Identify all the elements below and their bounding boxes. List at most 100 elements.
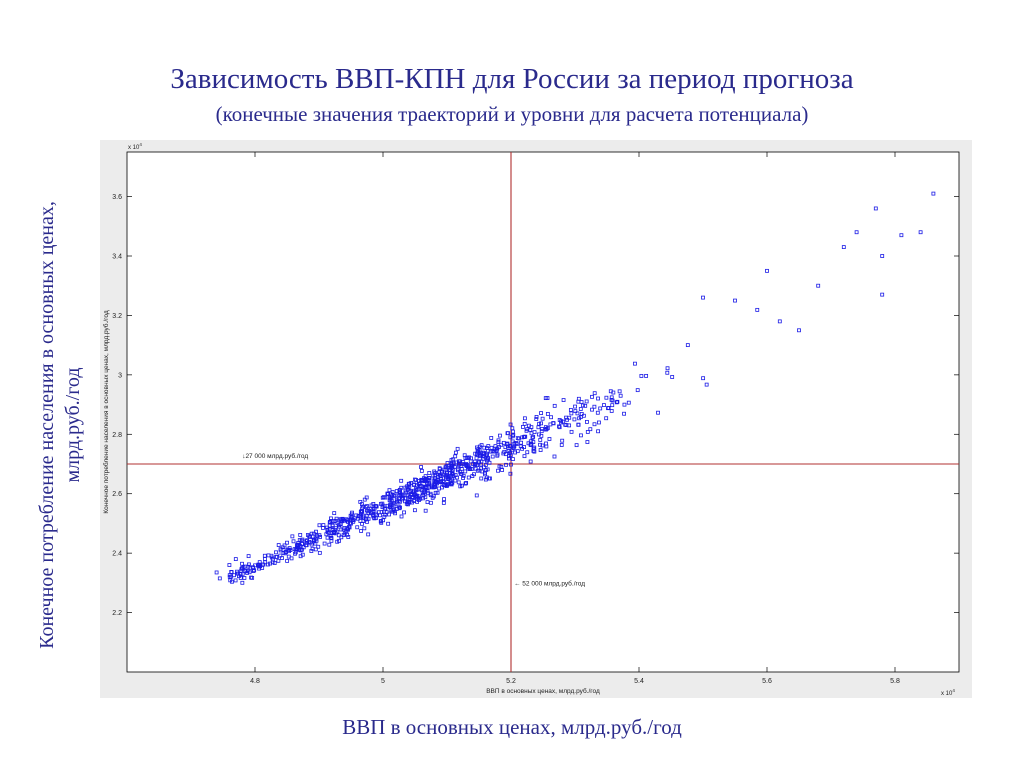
data-point [538, 448, 543, 452]
data-point [387, 488, 392, 493]
data-point [539, 421, 543, 426]
data-point [344, 529, 349, 534]
data-point [313, 547, 318, 552]
data-point [291, 539, 296, 544]
data-point [426, 491, 430, 496]
data-point [401, 495, 405, 500]
slide-y-axis-label-line2: млрд.руб./год [62, 367, 84, 483]
data-point [444, 484, 449, 488]
data-point [378, 513, 382, 518]
data-point [361, 515, 365, 520]
data-point [332, 529, 336, 534]
data-point [419, 465, 423, 469]
data-point [499, 442, 504, 447]
data-point [543, 396, 548, 401]
data-point [765, 268, 769, 273]
data-point [474, 493, 479, 498]
data-point [483, 453, 488, 458]
data-point [544, 444, 549, 449]
data-point [477, 459, 481, 464]
data-point [552, 403, 557, 408]
data-point [573, 404, 577, 409]
data-point [478, 454, 483, 459]
data-point [540, 427, 544, 431]
data-point [701, 295, 705, 300]
slide-title: Зависимость ВВП-КПН для России за период… [170, 63, 854, 95]
x-tick-label: 5.8 [890, 678, 900, 685]
data-point [251, 569, 256, 574]
data-point [232, 573, 236, 578]
data-point [590, 407, 594, 412]
data-point [614, 400, 619, 405]
data-point [475, 452, 479, 457]
data-point [410, 492, 414, 497]
data-point [237, 574, 241, 579]
data-point [441, 500, 446, 505]
data-point [899, 233, 904, 238]
data-point [578, 407, 583, 411]
data-point [399, 478, 404, 483]
data-point [423, 508, 428, 513]
data-point [521, 425, 525, 429]
data-point [519, 440, 523, 445]
data-point [349, 512, 354, 517]
data-point [387, 512, 392, 517]
data-point [557, 425, 562, 430]
data-point [596, 396, 600, 401]
data-point [239, 566, 244, 571]
data-point [358, 499, 363, 504]
data-point [423, 474, 428, 479]
data-point [346, 535, 351, 539]
data-point [298, 533, 303, 537]
data-point [297, 538, 302, 542]
data-point [604, 395, 609, 400]
data-point [340, 519, 344, 524]
data-point [509, 462, 513, 467]
data-point [228, 578, 233, 583]
data-point [507, 444, 512, 449]
data-point [347, 524, 351, 529]
data-point [931, 191, 936, 196]
data-point [880, 292, 885, 297]
figure-labels: x 104 x 104 ВВП в основных ценах, млрд.р… [102, 142, 955, 697]
data-point [592, 391, 597, 396]
data-point [880, 254, 885, 258]
data-point [447, 468, 452, 472]
data-point [530, 435, 535, 440]
data-point [362, 497, 367, 502]
data-point [508, 422, 513, 427]
data-point [329, 516, 333, 521]
data-point [322, 541, 327, 546]
data-point [545, 426, 550, 431]
data-point [574, 443, 579, 448]
data-point [330, 523, 335, 527]
data-point [309, 549, 314, 553]
data-point [293, 550, 298, 555]
data-point [704, 382, 709, 387]
data-point [531, 434, 536, 439]
data-point [227, 574, 232, 579]
data-point [576, 422, 581, 427]
data-point [466, 465, 471, 470]
data-point [458, 469, 463, 474]
data-point [797, 328, 801, 333]
data-point [483, 472, 487, 477]
data-point [615, 399, 620, 404]
data-point [592, 422, 597, 427]
data-point [402, 510, 406, 515]
data-point [316, 544, 321, 549]
data-point [217, 576, 222, 581]
data-point [585, 430, 590, 434]
slide-y-axis-label: Конечное потребление населения в основны… [34, 165, 94, 685]
y-tick-label: 3.4 [112, 254, 122, 261]
data-point [457, 459, 462, 464]
data-point [325, 535, 330, 540]
data-point [577, 416, 582, 421]
data-point [427, 471, 432, 475]
data-point [596, 429, 600, 434]
data-point [466, 475, 471, 480]
data-point [396, 504, 401, 509]
data-point [334, 516, 339, 521]
data-point [437, 470, 441, 475]
data-point [249, 575, 253, 580]
